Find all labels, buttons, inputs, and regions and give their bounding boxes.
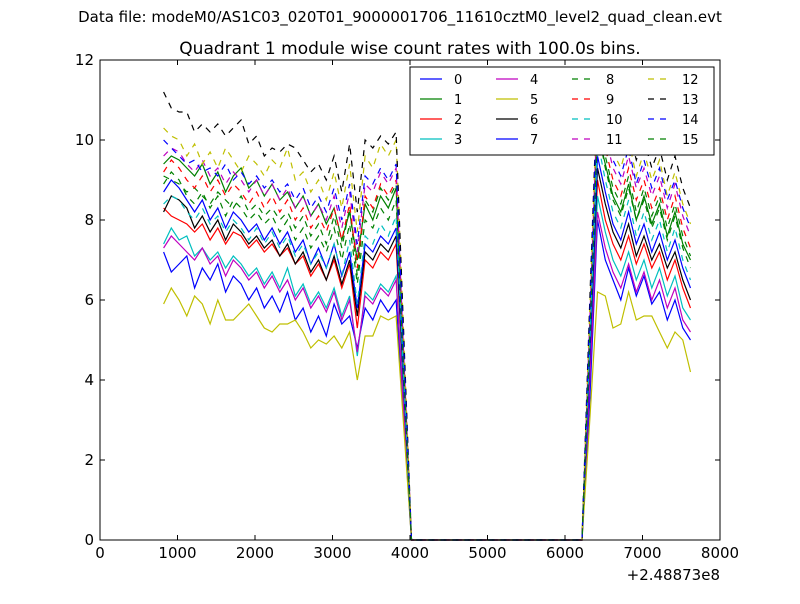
y-tick-label: 4 <box>84 371 94 389</box>
y-tick-label: 2 <box>84 451 94 469</box>
y-tick-label: 6 <box>84 291 94 309</box>
series-line-4 <box>163 211 692 541</box>
legend-label-1: 1 <box>454 93 462 108</box>
x-tick-label: 5000 <box>468 544 506 562</box>
legend-label-9: 9 <box>606 93 614 108</box>
x-tick-label: 3000 <box>313 544 351 562</box>
figure-suptitle: Data file: modeM0/AS1C03_020T01_90000017… <box>78 8 722 26</box>
x-tick-label: 2000 <box>236 544 274 562</box>
legend-label-10: 10 <box>606 113 623 128</box>
x-tick-label: 8000 <box>701 544 739 562</box>
legend-label-4: 4 <box>530 73 538 88</box>
legend-label-12: 12 <box>682 73 699 88</box>
series-line-10 <box>163 139 692 541</box>
legend-label-8: 8 <box>606 73 614 88</box>
legend-label-15: 15 <box>682 133 699 148</box>
legend-label-6: 6 <box>530 113 538 128</box>
series-line-12 <box>163 87 692 541</box>
x-tick-label: 1000 <box>158 544 196 562</box>
series-line-5 <box>163 286 692 541</box>
legend-label-14: 14 <box>682 113 699 128</box>
y-tick-label: 10 <box>75 131 94 149</box>
series-line-6 <box>163 167 692 541</box>
series-line-3 <box>163 195 692 541</box>
legend-label-0: 0 <box>454 73 462 88</box>
legend-label-11: 11 <box>606 133 623 148</box>
legend-label-7: 7 <box>530 133 538 148</box>
series-line-7 <box>163 155 692 541</box>
x-tick-label: 0 <box>95 544 105 562</box>
legend-box <box>409 66 715 156</box>
y-tick-label: 0 <box>84 531 94 549</box>
x-tick-label: 4000 <box>391 544 429 562</box>
x-tick-label: 7000 <box>623 544 661 562</box>
x-offset-label: +2.48873e8 <box>627 566 720 584</box>
legend-label-2: 2 <box>454 113 462 128</box>
y-tick-label: 8 <box>84 211 94 229</box>
x-axis: 0 1000 2000 3000 4000 5000 6000 7000 8000 <box>95 60 739 562</box>
chart-title: Quadrant 1 module wise count rates with … <box>179 39 640 59</box>
y-tick-label: 12 <box>75 51 94 69</box>
x-tick-label: 6000 <box>546 544 584 562</box>
legend-label-5: 5 <box>530 93 538 108</box>
legend-label-13: 13 <box>682 93 699 108</box>
legend-label-3: 3 <box>454 133 462 148</box>
